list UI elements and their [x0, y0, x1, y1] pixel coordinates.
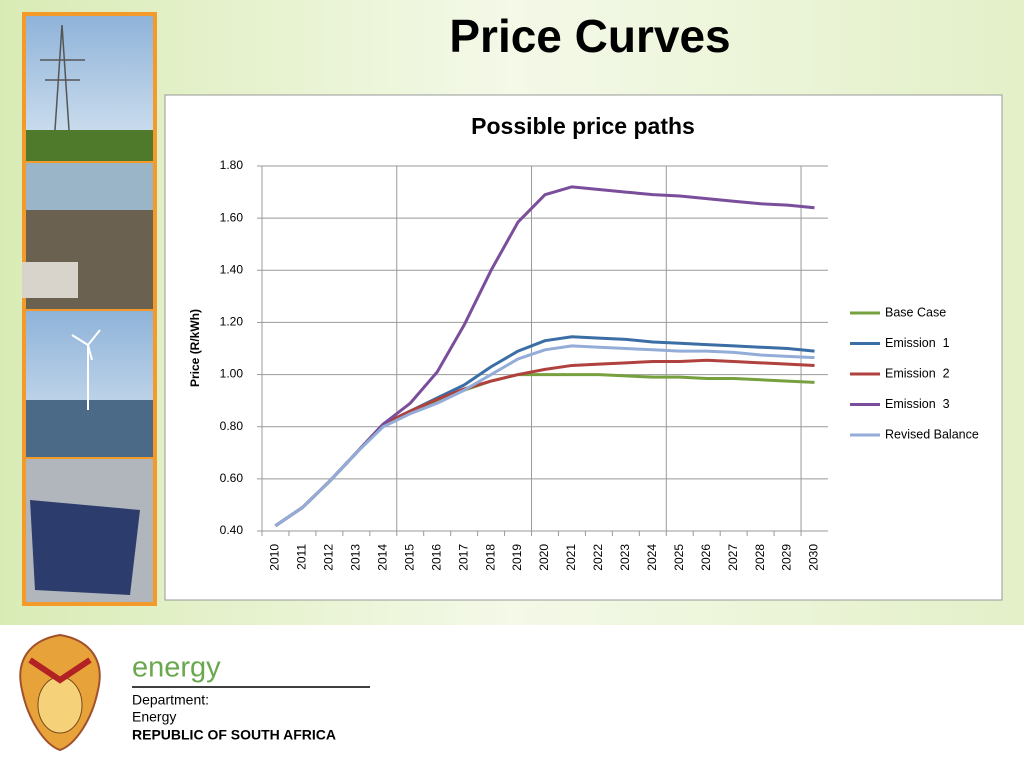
x-tick-label: 2015: [402, 544, 416, 571]
x-tick-label: 2019: [510, 544, 524, 571]
legend-label: Base Case: [885, 305, 946, 319]
x-tick-label: 2012: [322, 544, 336, 571]
x-tick-label: 2024: [645, 544, 659, 571]
footer-line: Energy: [132, 709, 176, 725]
x-tick-label: 2016: [429, 544, 443, 571]
x-tick-label: 2030: [807, 544, 821, 571]
x-tick-label: 2013: [349, 544, 363, 571]
x-tick-label: 2028: [753, 544, 767, 571]
y-tick-label: 1.60: [220, 210, 244, 224]
coat-of-arms: [19, 633, 101, 752]
x-tick-label: 2018: [483, 544, 497, 571]
legend-label: Emission 3: [885, 397, 950, 411]
x-tick-label: 2011: [295, 544, 309, 570]
legend-label: Emission 1: [885, 336, 950, 350]
y-tick-label: 0.60: [220, 471, 244, 485]
x-tick-label: 2017: [456, 544, 470, 571]
x-tick-label: 2014: [375, 544, 389, 571]
legend-label: Revised Balance: [885, 427, 979, 441]
plot: 0.40 0.60 0.80 1.00 1.20 1.40 1.60 1.80 2010 2011…: [220, 158, 979, 571]
x-tick-label: 2026: [699, 544, 713, 571]
x-tick-label: 2010: [268, 544, 282, 571]
y-axis-label: Price (R/kWh): [188, 309, 202, 387]
y-tick-label: 1.00: [220, 367, 244, 381]
x-tick-label: 2022: [591, 544, 605, 571]
x-tick-label: 2021: [564, 544, 578, 571]
slide-title: Price Curves: [449, 10, 730, 62]
x-tick-label: 2029: [780, 544, 794, 571]
y-tick-label: 1.40: [220, 262, 244, 276]
photo-strip: [22, 12, 157, 606]
series-line: [274, 344, 815, 528]
y-tick-label: 1.20: [220, 315, 244, 329]
y-tick-label: 0.80: [220, 419, 244, 433]
y-tick-label: 1.80: [220, 158, 244, 172]
footer-brand: energy: [132, 652, 221, 684]
x-tick-label: 2023: [618, 544, 632, 571]
x-tick-label: 2027: [726, 544, 740, 571]
x-tick-label: 2025: [672, 544, 686, 571]
footer-line: REPUBLIC OF SOUTH AFRICA: [132, 727, 336, 743]
x-tick-label: 2020: [537, 544, 551, 571]
footer-line: Department:: [132, 692, 209, 708]
legend-label: Emission 2: [885, 366, 950, 380]
chart-title: Possible price paths: [471, 113, 695, 139]
y-tick-label: 0.40: [220, 523, 244, 537]
